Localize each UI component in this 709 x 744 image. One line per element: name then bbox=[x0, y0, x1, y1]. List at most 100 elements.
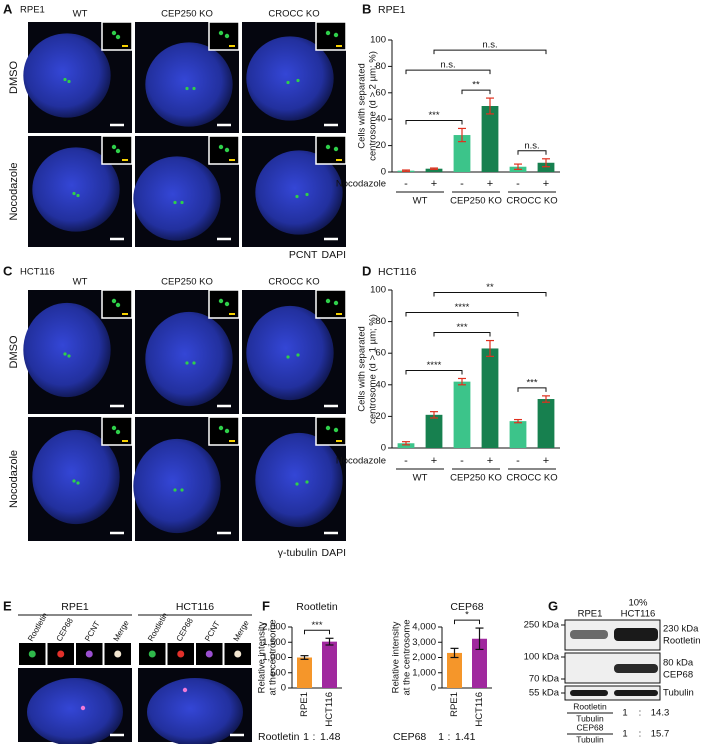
significance-label: n.s. bbox=[524, 140, 539, 151]
column-header: CROCC KO bbox=[268, 9, 319, 20]
nucleus bbox=[133, 156, 221, 241]
group-label: CROCC KO bbox=[506, 196, 557, 207]
y-tick-label: 80 bbox=[375, 316, 386, 327]
y-tick-label: 2,000 bbox=[412, 652, 436, 663]
significance-label: *** bbox=[526, 377, 537, 388]
centrosome bbox=[180, 200, 184, 205]
y-axis-label: Cells with separated bbox=[357, 326, 368, 412]
centrosome bbox=[63, 77, 67, 82]
nucleus bbox=[145, 311, 233, 407]
column-header: CEP250 KO bbox=[161, 9, 213, 20]
marker-label: 250 kDa bbox=[524, 620, 560, 631]
ratio-label: CEP68 bbox=[393, 731, 426, 743]
significance-label: n.s. bbox=[440, 60, 455, 71]
y-tick-label: 60 bbox=[375, 348, 386, 359]
significance-bracket bbox=[454, 619, 480, 625]
micrograph bbox=[242, 416, 347, 541]
significance-bracket bbox=[433, 292, 547, 297]
bar bbox=[481, 348, 499, 448]
x-tick-label: + bbox=[431, 455, 437, 467]
inset-dot bbox=[115, 302, 121, 308]
legend-text: γ-tubulin bbox=[278, 547, 318, 559]
significance-bracket bbox=[405, 369, 463, 375]
inset-dot bbox=[333, 300, 339, 306]
nucleus bbox=[32, 429, 120, 525]
micrograph bbox=[135, 21, 240, 133]
ratio-label: Rootletin bbox=[258, 731, 300, 743]
category-title: Nocodazole bbox=[336, 456, 386, 467]
y-tick-label: 80 bbox=[375, 61, 386, 72]
centrosome bbox=[305, 192, 309, 197]
inset-dot bbox=[111, 425, 117, 431]
centrosome bbox=[63, 352, 67, 356]
ratio-value: 15.7 bbox=[651, 729, 670, 740]
inset-dot bbox=[218, 144, 224, 150]
band bbox=[570, 690, 608, 696]
y-tick-label: 1,000 bbox=[412, 667, 436, 678]
inset-dot bbox=[333, 32, 339, 38]
y-tick-label: 2,000 bbox=[262, 622, 286, 633]
y-axis-label: at the centrosome bbox=[402, 619, 413, 695]
inset-dot bbox=[218, 298, 224, 304]
significance-bracket bbox=[517, 150, 547, 155]
panel-letter: D bbox=[362, 263, 371, 278]
marker-label: 55 kDa bbox=[529, 688, 560, 699]
inset-dot bbox=[325, 298, 331, 304]
x-tick-label: HCT116 bbox=[474, 692, 485, 727]
centrosome bbox=[67, 354, 71, 358]
band bbox=[614, 690, 658, 696]
error-bar bbox=[514, 418, 522, 424]
y-tick-label: 40 bbox=[375, 379, 386, 390]
inset-dot bbox=[218, 425, 224, 431]
ratio-separator: : bbox=[448, 731, 451, 743]
error-bar bbox=[486, 339, 494, 357]
centrosome bbox=[305, 480, 309, 484]
ratio-separator: : bbox=[313, 731, 316, 743]
ratio-value: 1 bbox=[622, 729, 627, 740]
inset-dot bbox=[325, 425, 331, 431]
centrosome bbox=[295, 482, 299, 486]
ratio-denominator: Tubulin bbox=[576, 713, 604, 723]
inset-dot bbox=[325, 144, 331, 150]
ratio-numerator: Rootletin bbox=[573, 701, 607, 711]
micrograph bbox=[242, 135, 347, 247]
centrosome bbox=[296, 78, 300, 83]
centrosome bbox=[185, 361, 189, 365]
micrograph bbox=[133, 135, 240, 247]
panel-letter: E bbox=[3, 598, 12, 613]
band-label: CEP68 bbox=[663, 670, 693, 681]
ratio-value: 1.48 bbox=[320, 731, 341, 743]
x-tick-label: HCT116 bbox=[324, 692, 335, 727]
y-tick-label: 20 bbox=[375, 411, 386, 422]
bar bbox=[425, 168, 443, 172]
y-axis-label: centrosome (d > 2 µm; %) bbox=[368, 51, 379, 161]
inset-dot bbox=[325, 30, 331, 36]
nucleus bbox=[27, 678, 123, 744]
x-tick-label: - bbox=[516, 455, 520, 467]
x-tick-label: + bbox=[487, 178, 493, 190]
inset-dot bbox=[224, 301, 230, 307]
band-label: Rootletin bbox=[663, 636, 701, 647]
group-label: WT bbox=[413, 196, 428, 207]
y-tick-label: 1,000 bbox=[262, 652, 286, 663]
panel-title: RPE1 bbox=[20, 5, 45, 16]
inset-dot bbox=[111, 298, 117, 304]
bar bbox=[425, 414, 443, 448]
marker-label: 100 kDa bbox=[524, 652, 560, 663]
error-bar bbox=[402, 169, 410, 172]
centrosome bbox=[72, 479, 76, 483]
bar bbox=[509, 421, 527, 448]
y-tick-label: 3,000 bbox=[412, 637, 436, 648]
inset-dot bbox=[333, 146, 339, 152]
micrograph bbox=[28, 416, 133, 541]
cell-line: HCT116 bbox=[176, 601, 214, 613]
centrosome bbox=[76, 193, 80, 198]
nucleus bbox=[23, 33, 111, 118]
channel-label: Merge bbox=[232, 618, 251, 643]
significance-bracket bbox=[405, 119, 463, 125]
panel-letter: G bbox=[548, 598, 558, 613]
x-tick-label: RPE1 bbox=[299, 692, 310, 717]
micrograph bbox=[133, 416, 240, 541]
error-bar bbox=[486, 97, 494, 115]
